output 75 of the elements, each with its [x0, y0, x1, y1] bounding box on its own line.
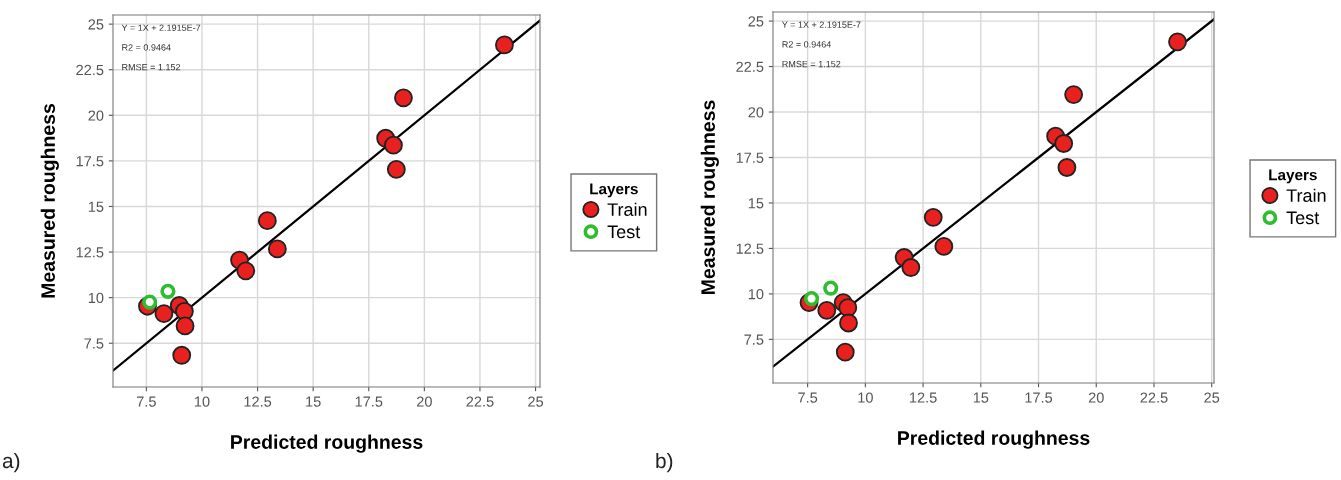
x-tick-label: 7.5: [136, 396, 156, 407]
y-axis-title: Measured roughness: [40, 104, 59, 298]
x-tick-label: 15: [306, 396, 321, 407]
text: a): [2, 452, 20, 473]
y-tick-label: 10: [748, 288, 764, 300]
y-tick-label: 12.5: [76, 247, 104, 258]
y-tick-label: 12.5: [736, 243, 764, 254]
point: [1064, 85, 1084, 104]
annotation: Y = 1X + 2.1915E-7: [782, 21, 861, 28]
annotation: R2 = 0.9464: [122, 44, 171, 51]
x-tick-label: 12.5: [244, 396, 272, 407]
y-tick-label: 7.5: [84, 338, 104, 349]
y-tick-label: 7.5: [744, 334, 764, 345]
y-tick-label: 25: [748, 16, 764, 27]
x-tick-label: 10: [858, 392, 873, 403]
x-tick-label: 12.5: [910, 392, 937, 403]
x-tick-label: 10: [194, 396, 210, 407]
point: [838, 298, 858, 318]
point: [495, 35, 514, 55]
y-tick-label: 25: [88, 19, 104, 30]
text: b): [656, 452, 673, 473]
point: [901, 258, 921, 277]
annotation: RMSE = 1.152: [782, 60, 841, 68]
point: [934, 237, 954, 256]
y-tick-label: 15: [748, 198, 764, 209]
point: [835, 342, 855, 362]
legend-title: Layers: [590, 183, 638, 198]
legend-label: Test: [1286, 211, 1320, 225]
point: [1054, 134, 1074, 153]
point: [839, 313, 858, 333]
point: [172, 345, 192, 365]
point: [267, 239, 287, 259]
point: [160, 283, 176, 299]
y-tick-label: 10: [88, 292, 104, 304]
y-tick-label: 17.5: [736, 152, 764, 163]
x-tick-label: 15: [973, 392, 989, 403]
point: [236, 261, 256, 281]
y-tick-label: 20: [748, 107, 764, 118]
point: [803, 291, 820, 307]
legend-label: Train: [1286, 188, 1326, 202]
x-tick-label: 20: [416, 396, 432, 407]
legend-label: Test: [607, 225, 641, 239]
y-tick-label: 20: [88, 110, 104, 121]
x-tick-label: 20: [1088, 392, 1104, 403]
annotation: R2 = 0.9464: [782, 41, 831, 48]
x-axis-title: Predicted roughness: [898, 430, 1090, 449]
y-axis-title: Measured roughness: [700, 100, 719, 294]
x-tick-label: 22.5: [466, 396, 494, 407]
y-tick-label: 17.5: [76, 156, 104, 167]
x-tick-label: 22.5: [1140, 392, 1168, 403]
x-tick-label: 17.5: [1025, 392, 1053, 403]
point: [154, 304, 174, 324]
point: [1057, 158, 1077, 177]
legend-title: Layers: [1269, 169, 1317, 184]
point: [142, 294, 158, 310]
y-tick-label: 22.5: [736, 61, 764, 72]
y-tick-label: 22.5: [76, 64, 104, 76]
point: [823, 280, 839, 296]
annotation: RMSE = 1.152: [122, 63, 181, 71]
point: [384, 135, 403, 155]
point: [386, 160, 406, 179]
x-tick-label: 17.5: [355, 396, 383, 407]
point: [1168, 32, 1187, 52]
point: [175, 316, 195, 336]
legend-label: Train: [607, 202, 647, 216]
point: [923, 207, 943, 227]
x-tick-label: 25: [1204, 392, 1220, 403]
x-axis-title: Predicted roughness: [231, 434, 423, 453]
annotation: Y = 1X + 2.1915E-7: [121, 24, 201, 31]
x-tick-label: 7.5: [798, 392, 818, 403]
y-tick-label: 15: [88, 201, 104, 212]
point: [257, 211, 277, 231]
point: [817, 301, 837, 320]
x-tick-label: 25: [528, 396, 544, 407]
point: [394, 88, 413, 108]
